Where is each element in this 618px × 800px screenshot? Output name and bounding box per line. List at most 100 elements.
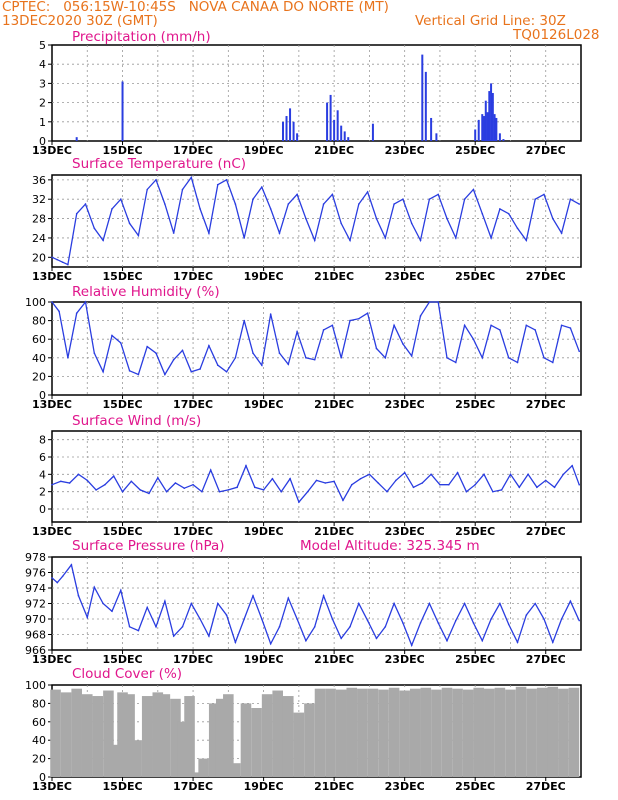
y-tick-label: 978 (25, 551, 46, 564)
precip-bar (75, 137, 78, 141)
series-point (366, 191, 369, 193)
series-point (119, 342, 122, 344)
series-point (358, 317, 360, 320)
cloud-bar (215, 698, 227, 777)
header-date: 13DEC2020 30Z (GMT) (2, 13, 158, 29)
cloud-bar (191, 772, 202, 777)
cloud-bar (152, 692, 164, 777)
series-point (216, 602, 219, 605)
series-point (560, 618, 563, 620)
y-tick-label: 976 (25, 567, 46, 580)
x-tick-label: 13DEC (32, 270, 72, 283)
series-point (562, 473, 565, 476)
series-point (296, 618, 298, 620)
series-point (234, 203, 237, 205)
series-point (155, 352, 157, 354)
series-point (51, 301, 53, 303)
panel-frame (51, 556, 582, 651)
y-tick-label: 40 (32, 352, 46, 365)
series-point (419, 239, 422, 242)
series-point (181, 188, 184, 191)
series-point (483, 473, 485, 476)
y-tick-label: 970 (25, 613, 46, 626)
series-point (278, 352, 281, 354)
series-point (366, 619, 369, 622)
series-point (51, 577, 53, 579)
x-tick-label: 17DEC (173, 653, 213, 666)
series-point (164, 600, 166, 602)
series-point (481, 212, 484, 215)
series-point (112, 475, 115, 477)
series-point (56, 258, 59, 261)
x-tick-label: 27DEC (526, 270, 566, 283)
series-point (544, 479, 547, 482)
series-point (421, 482, 424, 484)
cloud-bar (184, 696, 195, 777)
series-point (472, 338, 475, 341)
series-point (428, 301, 431, 303)
series-point (342, 499, 344, 502)
panel-title: Surface Pressure (hPa) (72, 538, 225, 554)
series-point (93, 586, 96, 589)
precip-bar (491, 93, 494, 141)
precip-bar (285, 116, 288, 141)
series-point (93, 352, 96, 354)
y-tick-label: 0 (39, 503, 46, 516)
series-point (437, 301, 439, 303)
series-point (437, 193, 439, 196)
series-point (571, 464, 573, 467)
cloud-bar (494, 687, 506, 777)
precip-bar (326, 102, 329, 141)
series-point (384, 357, 387, 359)
y-tick-label: 8 (39, 434, 46, 447)
series-point (280, 490, 283, 493)
series-point (58, 310, 60, 313)
x-tick-label: 19DEC (244, 270, 284, 283)
series-point (324, 482, 327, 484)
series-point (569, 600, 572, 602)
cloud-bar (304, 703, 315, 777)
series-point (481, 357, 484, 359)
cloud-bar (314, 688, 326, 777)
series-point (534, 329, 536, 331)
series-point (148, 492, 150, 495)
x-tick-label: 17DEC (173, 398, 213, 411)
series-point (252, 594, 254, 597)
series-point (262, 489, 265, 491)
precip-bar (486, 112, 489, 141)
series-point (181, 349, 184, 352)
series-point (67, 263, 69, 266)
cloud-bar (177, 721, 188, 777)
x-tick-label: 23DEC (385, 780, 425, 793)
series-point (77, 473, 80, 476)
cloud-bar (282, 696, 294, 777)
series-point (375, 637, 378, 640)
series-line (51, 175, 580, 266)
series-point (499, 208, 501, 210)
cloud-bar (60, 692, 72, 777)
cloud-bar (409, 688, 421, 777)
cloud-bar (103, 690, 114, 777)
series-point (137, 373, 140, 376)
cloud-bar (198, 758, 209, 777)
series-point (236, 486, 238, 489)
series-point (216, 183, 219, 186)
series-point (543, 618, 545, 620)
series-point (305, 357, 307, 359)
series-point (377, 482, 380, 484)
series-point (305, 639, 307, 642)
series-point (287, 597, 290, 599)
series-point (60, 480, 62, 483)
series-point (313, 239, 316, 242)
series-point (446, 639, 448, 642)
x-tick-label: 13DEC (32, 780, 72, 793)
series-point (525, 614, 528, 616)
cloud-bar (346, 687, 358, 777)
series-point (104, 483, 106, 486)
header-model-id: TQ0126L028 (513, 27, 600, 43)
series-point (271, 477, 274, 480)
cloud-bar (335, 689, 347, 777)
y-tick-label: 20 (32, 753, 46, 766)
cloud-bar (568, 687, 580, 777)
series-point (172, 358, 175, 361)
